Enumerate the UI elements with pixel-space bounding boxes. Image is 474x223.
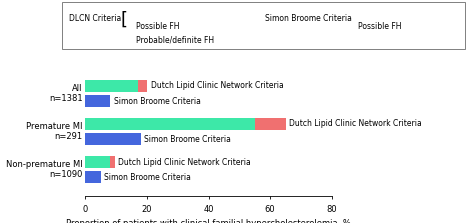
Text: Possible FH: Possible FH: [136, 23, 180, 31]
Text: Dutch Lipid Clinic Network Criteria: Dutch Lipid Clinic Network Criteria: [151, 81, 283, 90]
Text: Simon Broome Criteria: Simon Broome Criteria: [145, 135, 231, 144]
Bar: [85, 80, 137, 92]
Text: Probable/definite FH: Probable/definite FH: [136, 36, 214, 45]
X-axis label: Proportion of patients with clinical familial hypercholesterolemia, %: Proportion of patients with clinical fam…: [66, 219, 351, 223]
Bar: [85, 156, 110, 168]
Text: Possible FH: Possible FH: [358, 23, 402, 31]
Text: Dutch Lipid Clinic Network Criteria: Dutch Lipid Clinic Network Criteria: [289, 120, 422, 128]
Text: Dutch Lipid Clinic Network Criteria: Dutch Lipid Clinic Network Criteria: [118, 157, 251, 167]
Bar: [85, 133, 141, 145]
Text: Simon Broome Criteria: Simon Broome Criteria: [265, 14, 352, 23]
Text: [: [: [121, 10, 128, 28]
Text: Simon Broome Criteria: Simon Broome Criteria: [104, 173, 191, 182]
Bar: [85, 118, 255, 130]
Text: DLCN Criteria: DLCN Criteria: [69, 14, 121, 23]
Bar: [85, 95, 110, 107]
Bar: [110, 156, 115, 168]
Bar: [137, 80, 147, 92]
Bar: [85, 171, 100, 183]
Text: Simon Broome Criteria: Simon Broome Criteria: [114, 97, 201, 106]
Bar: [255, 118, 285, 130]
